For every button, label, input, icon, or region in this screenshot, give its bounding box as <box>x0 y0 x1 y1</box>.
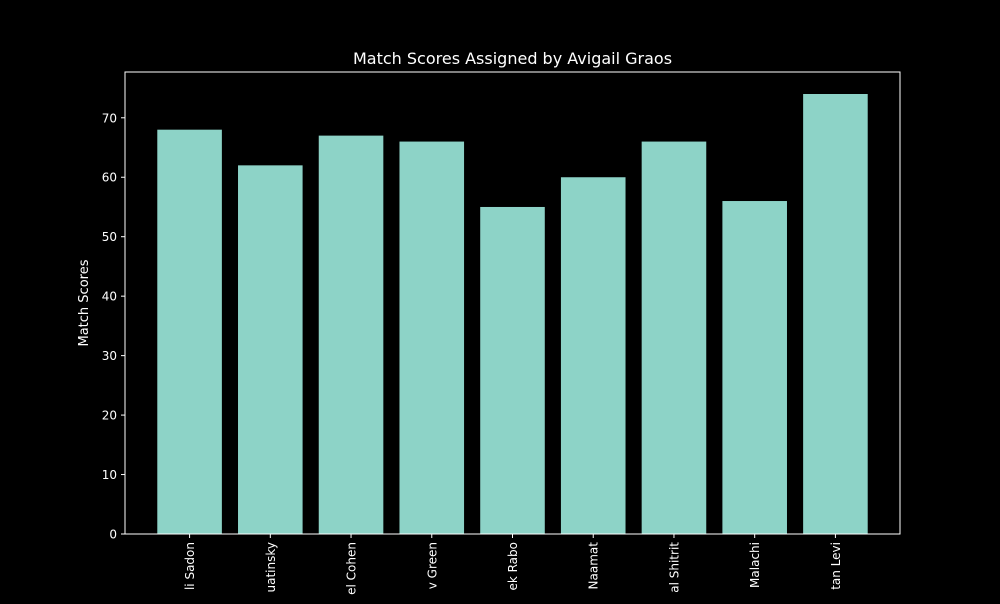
x-tick-label: al Shitrit <box>667 542 681 593</box>
x-tick-label: Malachi <box>748 542 762 588</box>
y-tick-label: 0 <box>109 528 117 542</box>
x-tick-label: tan Levi <box>829 542 843 590</box>
y-tick-label: 60 <box>102 171 117 185</box>
y-tick-label: 30 <box>102 349 117 363</box>
y-tick-label: 50 <box>102 230 117 244</box>
y-tick-label: 70 <box>102 111 117 125</box>
x-tick-label: Naamat <box>587 542 601 590</box>
bar-7 <box>722 201 787 534</box>
y-tick-label: 20 <box>102 409 117 423</box>
chart-title: Match Scores Assigned by Avigail Graos <box>353 49 672 68</box>
x-ticks-group: li Sadon uatinsky el Cohen v Green ek Rabo Na… <box>183 534 843 595</box>
bar-6 <box>641 141 707 534</box>
bar-8 <box>803 94 868 534</box>
y-tick-label: 10 <box>102 468 117 482</box>
y-axis-label: Match Scores <box>77 259 92 346</box>
y-ticks-group: 0 10 20 30 40 50 60 70 <box>102 111 125 542</box>
x-tick-label: v Green <box>425 542 439 589</box>
x-tick-label: uatinsky <box>264 542 278 592</box>
bar-0 <box>157 129 222 534</box>
x-tick-label: li Sadon <box>183 542 197 590</box>
x-tick-label: ek Rabo <box>506 542 520 591</box>
bar-5 <box>560 177 626 535</box>
bar-3 <box>399 141 465 534</box>
y-tick-label: 40 <box>102 290 117 304</box>
bar-2 <box>318 135 384 534</box>
bar-4 <box>480 206 545 534</box>
x-tick-label: el Cohen <box>345 542 359 595</box>
bar-1 <box>238 165 303 534</box>
bars-group <box>157 94 868 535</box>
